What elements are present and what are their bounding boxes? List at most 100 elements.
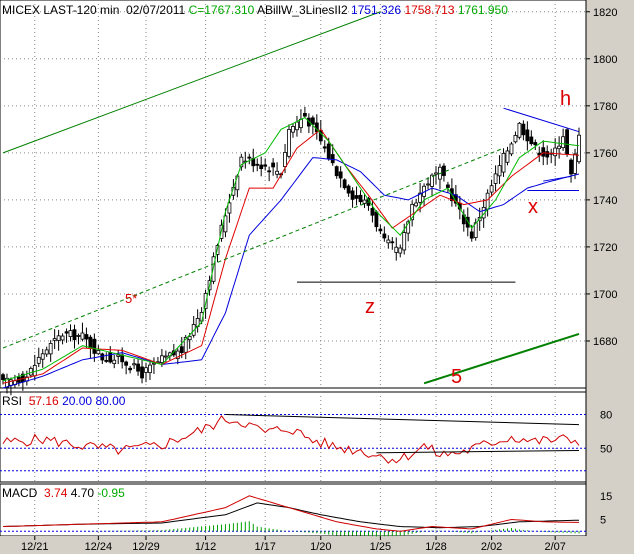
candle-body: [263, 164, 268, 167]
ma-slow-line: [2, 157, 580, 389]
candle-body: [469, 231, 474, 239]
candle-body: [402, 232, 407, 251]
candle-body: [80, 332, 85, 340]
rsi-high-level: 80.00: [95, 394, 126, 408]
candle-body: [565, 129, 569, 155]
close-value: C=1767.310: [188, 3, 255, 17]
candle-body: [203, 293, 208, 309]
candle-body: [303, 113, 307, 117]
candle-body: [152, 362, 156, 365]
candle-body: [287, 129, 291, 157]
candle-body: [267, 170, 272, 173]
candle-body: [382, 233, 387, 239]
panel-frame-1: [0, 391, 587, 483]
macd-label: MACD: [2, 486, 38, 500]
h-resistance-line: [503, 107, 580, 133]
candle-body: [96, 350, 101, 355]
candle-body: [68, 330, 73, 338]
rsi-line: [2, 415, 580, 464]
candle-body: [227, 202, 232, 214]
candle-body: [44, 349, 49, 355]
candle-body: [175, 350, 180, 360]
candle-body: [573, 153, 577, 174]
panel-frame-0: [0, 0, 587, 389]
annotation-x: x: [528, 196, 538, 218]
candle-body: [48, 342, 53, 355]
candle-body: [84, 334, 89, 340]
macd-line: [2, 495, 579, 532]
candle-body: [239, 156, 244, 168]
x-tick-label: 12/29: [132, 541, 160, 553]
candle-body: [120, 354, 125, 363]
candle-body: [275, 170, 279, 175]
x-tick-label: 12/21: [21, 541, 49, 553]
candle-body: [517, 122, 522, 138]
candle-body: [128, 367, 133, 371]
x-tick-label: 1/25: [370, 541, 391, 553]
x-tick-label: 2/02: [481, 541, 502, 553]
candle-body: [179, 346, 184, 353]
candle-body: [414, 202, 419, 207]
candle-body: [326, 143, 331, 160]
macd-y-tick-label: 15: [600, 491, 612, 503]
x-tick-label: 12/24: [85, 541, 113, 553]
rsi-upper-line: [225, 414, 580, 426]
candle-body: [144, 367, 148, 373]
y-tick-label: 1700: [593, 289, 617, 301]
candle-body: [509, 143, 514, 155]
candle-body: [60, 335, 65, 341]
macd-signal-value: 4.70: [70, 486, 95, 500]
date-label: 02/07/2011: [126, 3, 186, 17]
rsi-lower-line: [376, 450, 580, 454]
candle-body: [569, 159, 573, 175]
candle-body: [561, 136, 566, 149]
candle-body: [426, 183, 430, 186]
candle-body: [525, 129, 530, 142]
y-tick-label: 1760: [593, 148, 617, 160]
candle-body: [52, 338, 57, 341]
ma-fast-line: [2, 116, 580, 382]
candle-body: [346, 185, 351, 194]
candle-body: [88, 336, 93, 349]
candle-body: [255, 163, 260, 166]
candle-body: [92, 338, 97, 354]
y-tick-label: 1740: [593, 195, 617, 207]
rsi-y-tick-label: 50: [600, 443, 612, 455]
candle-body: [378, 228, 383, 232]
symbol-label: MICEX LAST-120 min: [2, 3, 120, 17]
candle-body: [533, 142, 538, 146]
candle-body: [350, 190, 355, 200]
candle-body: [56, 335, 61, 341]
candle-body: [334, 166, 339, 177]
y-tick-label: 1820: [593, 7, 617, 19]
candle-body: [116, 354, 121, 357]
candle-body: [505, 150, 510, 163]
candle-body: [493, 173, 498, 184]
candle-body: [446, 184, 450, 188]
candle-body: [358, 194, 363, 203]
candle-body: [398, 247, 403, 254]
rsi-label: RSI: [2, 394, 23, 408]
candle-body: [159, 355, 164, 363]
rsi-low-level: 20.00: [62, 394, 93, 408]
candle-body: [386, 239, 391, 244]
candle-body: [318, 129, 323, 142]
channel-upper-line: [2, 11, 381, 154]
candle-body: [354, 195, 359, 199]
channel-lower-line: [423, 332, 580, 385]
candle-body: [259, 164, 264, 170]
candle-body: [557, 145, 562, 150]
candle-body: [370, 208, 375, 216]
candle-body: [28, 367, 33, 376]
candle-body: [1, 374, 5, 381]
candle-body: [541, 147, 546, 157]
x-tick-label: 1/17: [254, 541, 275, 553]
candle-body: [183, 336, 188, 353]
x-tick-label: 2/07: [544, 541, 565, 553]
x-tick-label: 1/12: [195, 541, 216, 553]
price-axis-bg: [586, 0, 634, 554]
wave-5-star-line-line: [2, 147, 504, 349]
candle-body: [291, 126, 295, 133]
annotation-z: z: [365, 296, 375, 318]
candle-body: [310, 117, 315, 125]
